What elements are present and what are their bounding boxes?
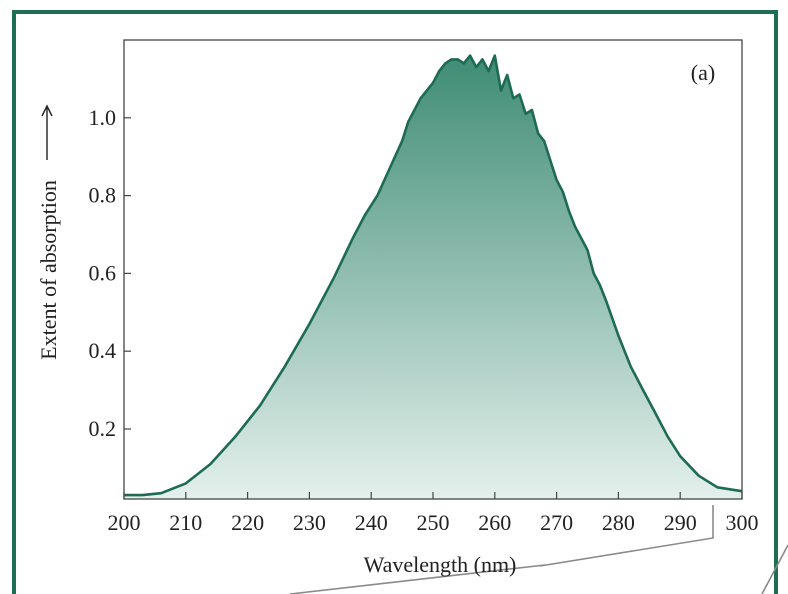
y-axis-label-group: Extent of absorption — [36, 180, 61, 360]
callout-line-bracket — [539, 505, 714, 567]
y-tick-label: 0.8 — [89, 183, 117, 208]
y-axis: 0.2 0.4 0.6 0.8 1.0 — [89, 105, 131, 441]
x-tick-label: 200 — [108, 510, 141, 535]
x-tick-label: 300 — [726, 510, 759, 535]
x-tick-label: 230 — [293, 510, 326, 535]
x-tick-label: 260 — [478, 510, 511, 535]
y-tick-label: 1.0 — [89, 105, 117, 130]
panel-label: (a) — [691, 60, 715, 85]
callout-line-right — [761, 544, 788, 594]
y-tick-label: 0.4 — [89, 338, 117, 363]
callout-line-left — [289, 564, 546, 594]
figure-border — [12, 10, 778, 594]
x-axis: 200 210 220 230 240 250 260 270 280 290 300 — [108, 492, 759, 535]
plot-area — [124, 54, 742, 499]
x-tick-label: 250 — [417, 510, 450, 535]
x-tick-label: 290 — [664, 510, 697, 535]
x-tick-label: 240 — [355, 510, 388, 535]
y-tick-label: 0.6 — [89, 260, 117, 285]
y-tick-label: 0.2 — [89, 416, 117, 441]
x-axis-label: Wavelength (nm) — [364, 552, 517, 577]
y-axis-arrow — [41, 104, 53, 160]
x-tick-label: 220 — [231, 510, 264, 535]
absorption-curve — [124, 54, 742, 497]
x-tick-label: 280 — [602, 510, 635, 535]
x-tick-label: 210 — [169, 510, 202, 535]
absorption-area-fill — [124, 55, 742, 499]
y-axis-label: Extent of absorption — [36, 180, 61, 360]
x-tick-label: 270 — [540, 510, 573, 535]
